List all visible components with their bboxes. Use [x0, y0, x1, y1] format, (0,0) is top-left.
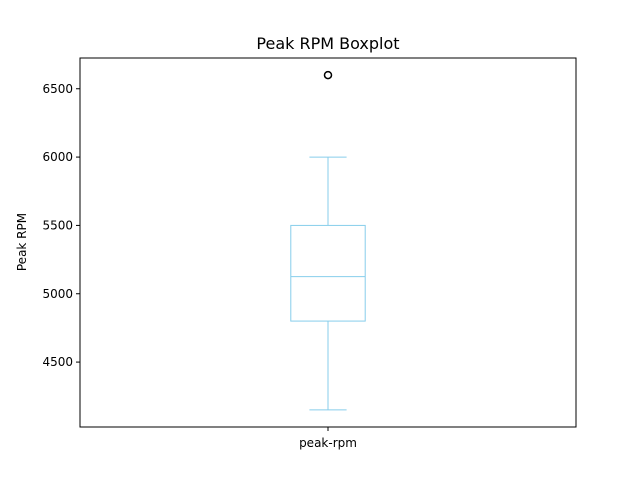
y-tick-label: 5500: [42, 218, 73, 232]
y-axis-label: Peak RPM: [15, 213, 29, 271]
y-tick-label: 6500: [42, 82, 73, 96]
y-tick-label: 5000: [42, 287, 73, 301]
y-tick-label: 6000: [42, 150, 73, 164]
iqr-box: [290, 224, 366, 322]
x-tick-label: peak-rpm: [299, 436, 357, 450]
chart-title: Peak RPM Boxplot: [256, 34, 399, 53]
y-tick-label: 4500: [42, 355, 73, 369]
outlier-point: [323, 70, 333, 80]
